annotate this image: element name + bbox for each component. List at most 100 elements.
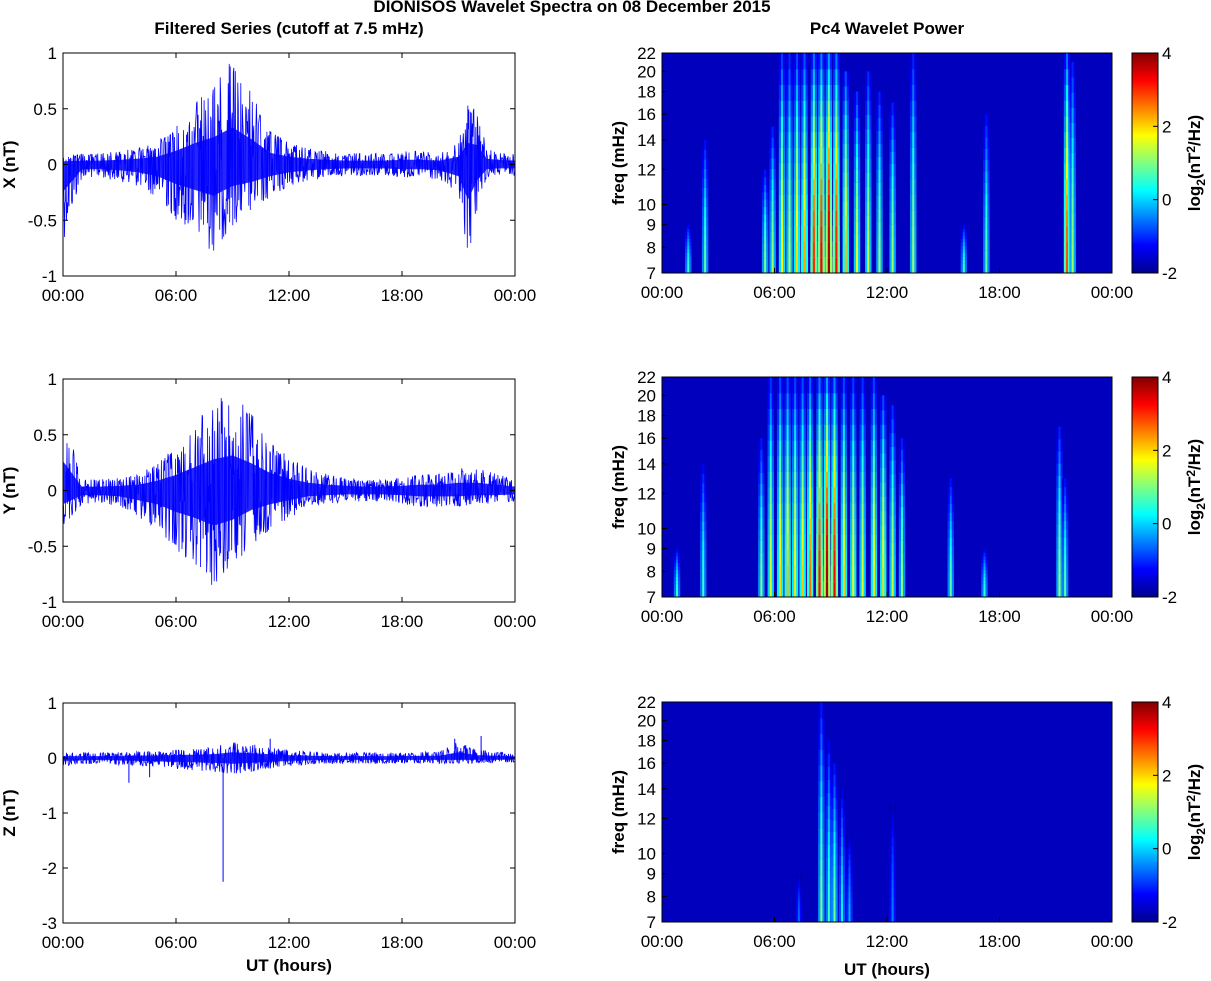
heatmap-cell	[786, 565, 789, 582]
heatmap-cell	[820, 210, 823, 227]
heatmap-cell	[1071, 197, 1074, 214]
heatmap-cell	[833, 763, 836, 776]
heatmap-cell	[848, 878, 851, 886]
heatmap-cell	[676, 590, 678, 595]
heatmap-cell	[833, 502, 836, 519]
heatmap-cell	[867, 186, 870, 202]
heatmap-cell	[882, 424, 885, 440]
heatmap-cell	[835, 115, 838, 133]
heatmap-cell	[769, 408, 772, 425]
heatmap-cell	[878, 247, 881, 261]
heatmap-cell	[769, 424, 772, 441]
heatmap-cell	[820, 812, 823, 829]
heatmap-cell	[827, 178, 830, 195]
y-tick-label: 20	[637, 711, 656, 730]
heatmap-cell	[779, 549, 782, 567]
heatmap-cell	[962, 252, 965, 257]
heatmap-cell	[841, 893, 843, 904]
heatmap-cell	[833, 831, 836, 844]
heatmap-cell	[764, 228, 767, 237]
heatmap-cell	[844, 85, 847, 101]
heatmap-cell	[1058, 499, 1061, 513]
heatmap-cell	[962, 238, 965, 243]
heatmap-cell	[827, 870, 830, 884]
heatmap-cell	[771, 241, 774, 253]
colorbar-label-part: log	[1185, 186, 1204, 212]
heatmap-cell	[809, 439, 812, 457]
heatmap-cell	[912, 84, 915, 101]
heatmap-cells	[673, 377, 1069, 597]
heatmap-cell	[901, 528, 903, 541]
heatmap-cell	[781, 194, 783, 211]
heatmap-cell	[856, 130, 858, 144]
heatmap-cell	[852, 581, 855, 597]
heatmap-cell	[1064, 503, 1067, 513]
heatmap-cell	[809, 424, 812, 441]
heatmap-cell	[779, 408, 782, 425]
heatmap-cell	[702, 530, 705, 541]
heatmap-cell	[962, 269, 965, 273]
heatmap-cell	[985, 136, 988, 149]
heatmap-cell	[796, 241, 798, 258]
heatmap-cell	[983, 576, 986, 581]
heatmap-cell	[833, 876, 836, 889]
heatmap-cell	[760, 585, 763, 597]
heatmap-cell	[794, 549, 797, 567]
heatmap-cell	[878, 169, 881, 183]
heatmap-cell	[687, 262, 690, 267]
heatmap-cell	[882, 496, 885, 512]
heatmap-cell	[820, 163, 823, 180]
heatmap-cell	[841, 864, 843, 875]
colorbar-gradient	[1131, 52, 1159, 274]
heatmap-cell	[826, 487, 828, 504]
heatmap-cell	[848, 884, 851, 892]
heatmap-cell	[779, 455, 782, 472]
heatmap-cell	[848, 890, 851, 898]
heatmap-cell	[844, 157, 847, 173]
heatmap-cell	[820, 906, 823, 922]
heatmap-cell	[867, 71, 870, 87]
heatmap-cell	[809, 518, 812, 535]
heatmap-cell	[818, 565, 821, 582]
heatmap-cell	[760, 517, 763, 530]
heatmap-cell	[687, 224, 690, 229]
y-tick-label: 0	[48, 749, 57, 768]
heatmap-cell	[985, 159, 988, 172]
heatmap-cell	[912, 178, 915, 195]
heatmap-cell	[861, 502, 864, 519]
left-column-title: Filtered Series (cutoff at 7.5 mHz)	[154, 19, 423, 38]
heatmap-cell	[827, 131, 830, 148]
heatmap-cell	[891, 528, 894, 543]
x-tick-label: 00:00	[494, 286, 537, 305]
y-tick-label: 1	[48, 370, 57, 389]
heatmap-cell	[788, 163, 791, 180]
x-tick-label: 06:00	[753, 283, 796, 302]
heatmap-cell	[769, 455, 772, 472]
heatmap-cell	[872, 534, 875, 551]
heatmap-cell	[949, 588, 952, 597]
heatmap-cell	[861, 549, 864, 567]
heatmap-cell	[827, 115, 830, 133]
heatmap-cell	[796, 163, 798, 180]
heatmap-cell	[764, 236, 767, 244]
heatmap-cell	[825, 581, 829, 597]
heatmap-cell	[820, 68, 823, 85]
heatmap-cell	[962, 255, 965, 260]
heatmap-cell	[901, 506, 903, 519]
heatmap-cell	[794, 377, 797, 394]
heatmap-cell	[820, 115, 823, 133]
heatmap-cell	[796, 147, 798, 164]
heatmap-cell	[962, 262, 965, 267]
heatmap-cell	[764, 199, 767, 207]
heatmap-cell	[760, 472, 763, 485]
x-tick-label: 00:00	[1091, 607, 1134, 626]
heatmap-cell	[704, 206, 707, 217]
heatmap-cell	[803, 53, 806, 70]
heatmap-cell	[788, 225, 791, 243]
heatmap-cell	[764, 206, 767, 215]
heatmap-cell	[760, 483, 763, 496]
heatmap-cell	[852, 518, 855, 535]
heatmap-cell	[820, 100, 823, 117]
heatmap-cell	[687, 245, 690, 250]
